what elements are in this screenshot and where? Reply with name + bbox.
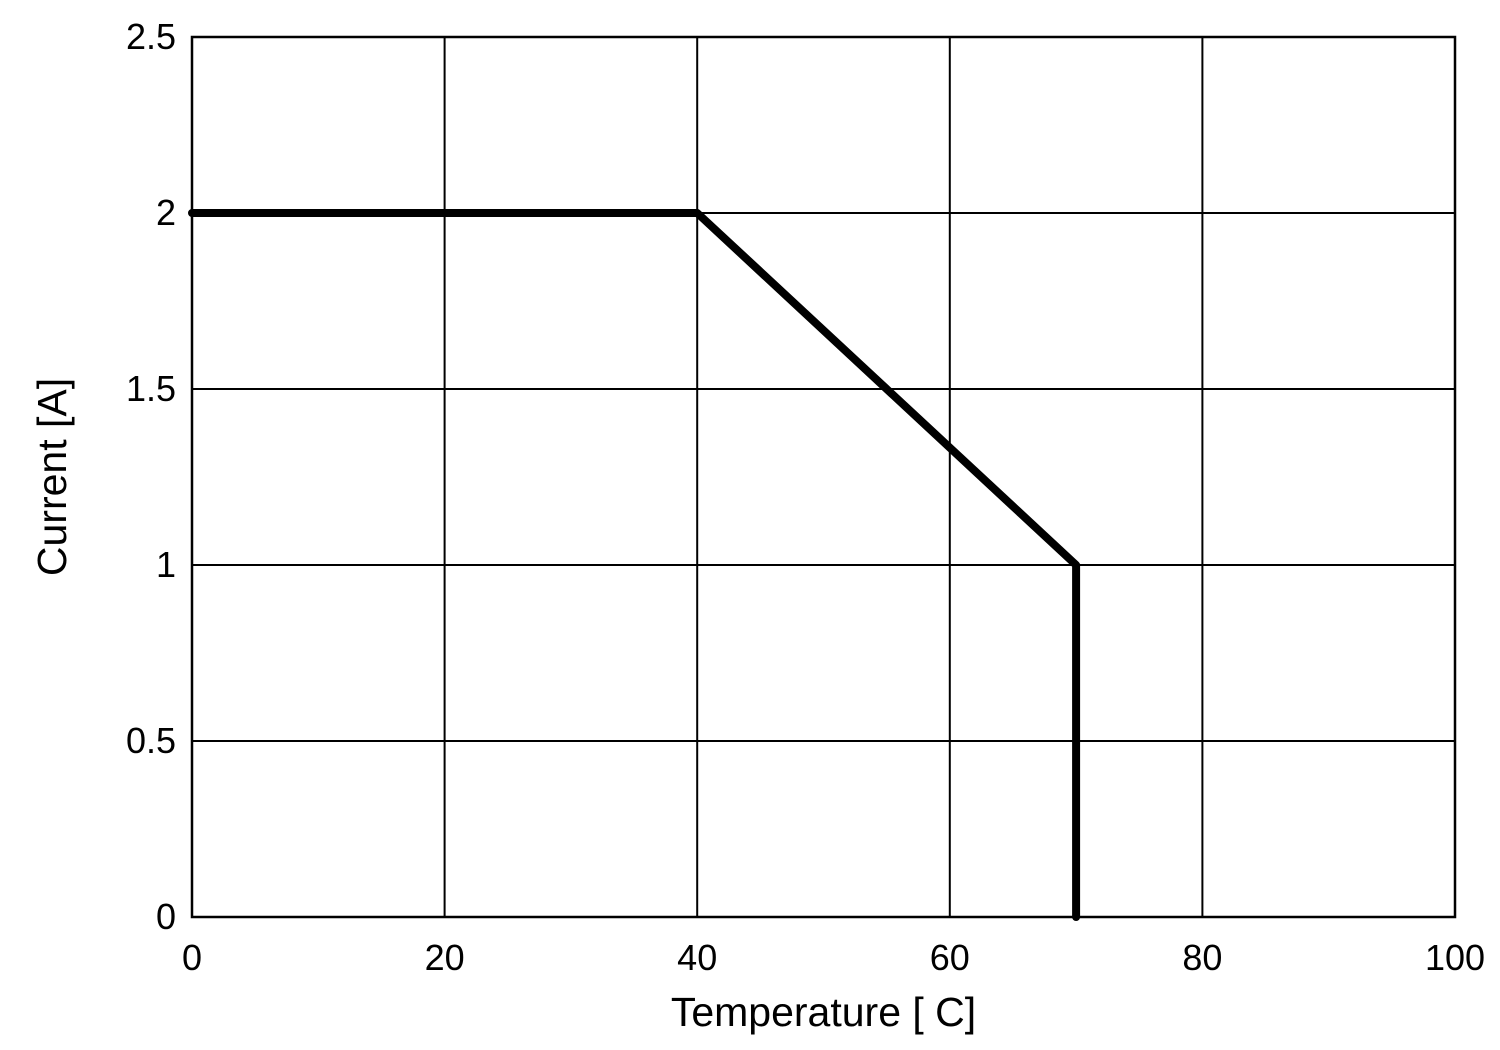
y-tick-label: 0 — [156, 896, 176, 937]
y-axis-title: Current [A] — [29, 378, 75, 576]
x-axis-title: Temperature [ C] — [671, 989, 976, 1035]
x-tick-label: 40 — [677, 937, 717, 978]
x-tick-label: 20 — [425, 937, 465, 978]
x-tick-label: 100 — [1425, 937, 1485, 978]
y-tick-label: 1.5 — [126, 368, 176, 409]
derating-curve-line — [188, 209, 1081, 921]
x-tick-label: 80 — [1182, 937, 1222, 978]
x-tick-label: 0 — [182, 937, 202, 978]
plot-frame — [190, 35, 1457, 919]
x-tick-label: 60 — [930, 937, 970, 978]
y-tick-label: 2 — [156, 192, 176, 233]
y-tick-labels: 0 0.5 1 1.5 2 2.5 — [126, 16, 176, 937]
y-tick-label: 1 — [156, 544, 176, 585]
gridlines — [192, 37, 1455, 917]
y-tick-label: 0.5 — [126, 720, 176, 761]
x-tick-labels: 0 20 40 60 80 100 — [182, 937, 1485, 978]
y-tick-label: 2.5 — [126, 16, 176, 57]
